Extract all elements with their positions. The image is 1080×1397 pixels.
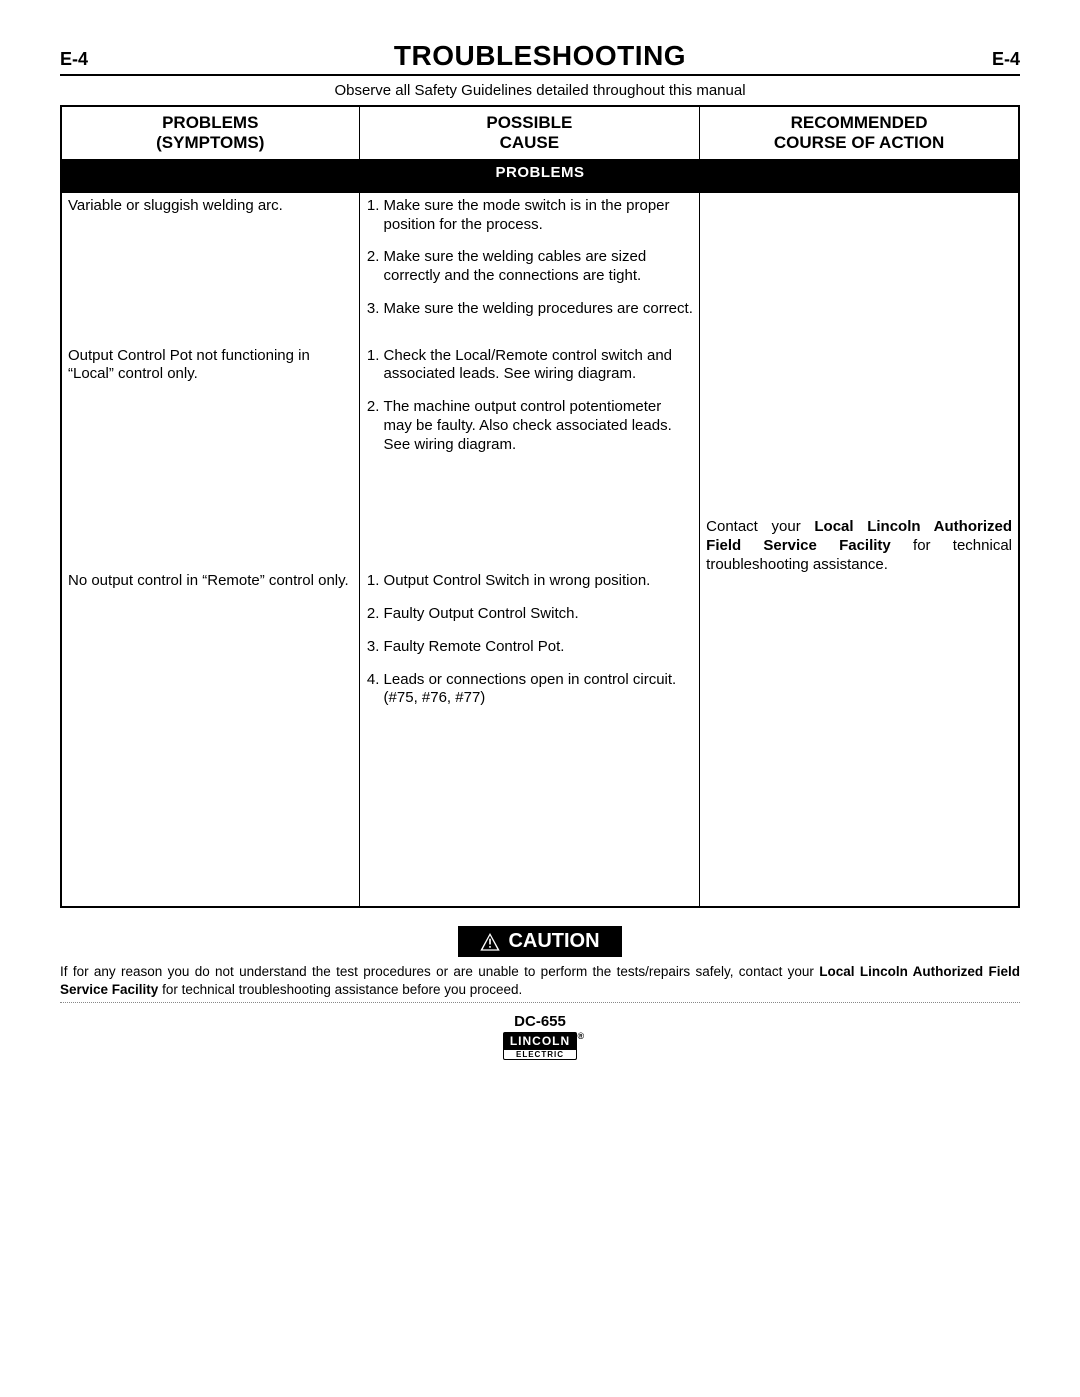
symptom-cell: Variable or sluggish welding arc. — [61, 193, 359, 343]
cause-cell: Check the Local/Remote control switch an… — [359, 343, 700, 569]
page-title: TROUBLESHOOTING — [394, 40, 686, 72]
cause-item: Faulty Remote Control Pot. — [384, 638, 694, 657]
col-header-cause: POSSIBLE CAUSE — [359, 106, 700, 160]
cause-item: Output Control Switch in wrong position. — [384, 572, 694, 591]
troubleshooting-table: PROBLEMS (SYMPTOMS) POSSIBLE CAUSE RECOM… — [60, 105, 1020, 908]
recommended-action-cell: Contact your Local Lincoln Authorized Fi… — [700, 193, 1019, 907]
warning-triangle-icon — [480, 933, 500, 951]
cause-item: Make sure the welding cables are sized c… — [384, 248, 694, 286]
header-left-code: E-4 — [60, 49, 88, 70]
page-header: E-4 TROUBLESHOOTING E-4 — [60, 40, 1020, 76]
cause-item: Leads or connections open in control cir… — [384, 671, 694, 709]
cause-cell: Make sure the mode switch is in the prop… — [359, 193, 700, 343]
brand-name-top: LINCOLN — [503, 1032, 577, 1050]
caution-label-text: CAUTION — [508, 930, 599, 953]
caution-label-box: CAUTION — [458, 926, 621, 957]
caution-section: CAUTION — [60, 926, 1020, 957]
header-right-code: E-4 — [992, 49, 1020, 70]
page-footer: DC-655 LINCOLN ELECTRIC — [60, 1013, 1020, 1060]
col-header-action: RECOMMENDED COURSE OF ACTION — [700, 106, 1019, 160]
col-header-symptoms: PROBLEMS (SYMPTOMS) — [61, 106, 359, 160]
symptom-cell: No output control in “Remote” control on… — [61, 568, 359, 732]
cause-item: Make sure the mode switch is in the prop… — [384, 197, 694, 235]
cause-item: Faulty Output Control Switch. — [384, 605, 694, 624]
section-band-problems: PROBLEMS — [61, 160, 1019, 193]
cause-cell: Output Control Switch in wrong position.… — [359, 568, 700, 732]
brand-logo: LINCOLN ELECTRIC — [503, 1032, 577, 1060]
cause-item: The machine output control potentiometer… — [384, 398, 694, 454]
cause-item: Make sure the welding procedures are cor… — [384, 300, 694, 319]
safety-guideline-note: Observe all Safety Guidelines detailed t… — [60, 82, 1020, 99]
brand-name-bottom: ELECTRIC — [503, 1050, 577, 1060]
model-number: DC-655 — [60, 1013, 1020, 1030]
cause-item: Check the Local/Remote control switch an… — [384, 347, 694, 385]
table-row: Variable or sluggish welding arc. Make s… — [61, 193, 1019, 343]
caution-body-text: If for any reason you do not understand … — [60, 963, 1020, 1003]
symptom-cell: Output Control Pot not functioning in “L… — [61, 343, 359, 569]
